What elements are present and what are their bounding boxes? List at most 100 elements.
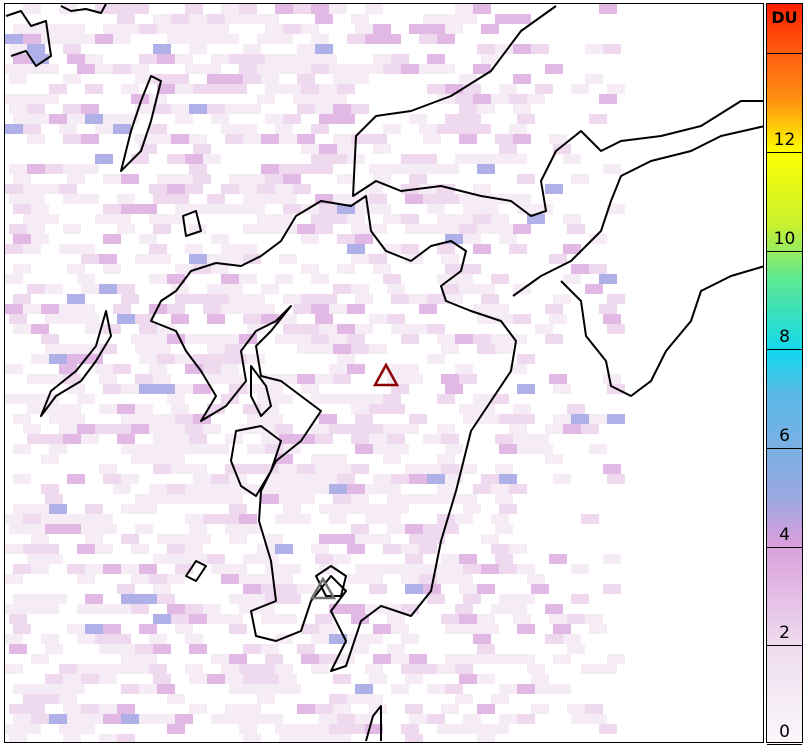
so2-cell [347,574,365,584]
so2-cell [221,394,239,404]
coastlines [5,4,763,742]
so2-cell [329,514,347,524]
so2-cell [329,694,347,704]
so2-cell [275,544,293,554]
so2-cell [157,84,175,94]
so2-cell [31,534,49,544]
so2-cell [99,254,117,264]
so2-cell [63,224,81,234]
so2-cell [247,354,265,364]
so2-cell [167,214,185,224]
so2-cell [23,304,41,314]
so2-cell [23,394,41,404]
so2-cell [211,54,229,64]
so2-cell [31,234,49,244]
so2-cell [85,84,103,94]
so2-cell [455,124,473,134]
so2-cell [333,674,351,684]
so2-cell [135,74,153,84]
so2-cell [221,184,239,194]
so2-cell [239,334,257,344]
so2-cell [167,724,185,734]
so2-cell [517,594,535,604]
so2-cell [103,264,121,274]
so2-cell [297,734,315,742]
so2-cell [9,104,27,114]
so2-cell [445,294,463,304]
so2-cell [535,204,553,214]
so2-cell [275,184,293,194]
so2-cell [297,74,315,84]
so2-cell [121,534,139,544]
so2-cell [171,194,189,204]
so2-cell [167,454,185,464]
so2-cell [427,354,445,364]
so2-cell [387,314,405,324]
so2-cell [383,214,401,224]
so2-cell [563,634,581,644]
so2-cell [59,664,77,674]
so2-cell [427,534,445,544]
so2-cell [175,534,193,544]
so2-cell [599,664,617,674]
so2-cell [409,174,427,184]
so2-cell [175,624,193,634]
so2-cell [477,284,495,294]
so2-cell [455,604,473,614]
so2-cell [31,324,49,334]
so2-cell [553,144,571,154]
so2-cell [185,244,203,254]
so2-cell [13,174,31,184]
so2-cell [139,234,157,244]
so2-cell [77,304,95,314]
so2-cell [41,544,59,554]
so2-cell [157,684,175,694]
so2-cell [275,124,293,134]
so2-cell [139,504,157,514]
so2-cell [463,264,481,274]
so2-cell [405,464,423,474]
so2-cell [243,584,261,594]
so2-cell [41,334,59,344]
so2-cell [225,14,243,24]
so2-cell [391,384,409,394]
so2-cell [409,324,427,334]
so2-cell [5,364,23,374]
so2-cell [463,594,481,604]
so2-cell [383,364,401,374]
so2-cell [207,404,225,414]
so2-cell [175,354,193,364]
so2-cell [265,24,283,34]
so2-cell [553,684,571,694]
so2-cell [311,484,329,494]
so2-cell [441,224,459,234]
so2-cell [9,224,27,234]
so2-cell [225,74,243,84]
so2-cell [571,594,589,604]
so2-cell [347,154,365,164]
so2-cell [347,724,365,734]
so2-cell [455,514,473,524]
so2-cell [481,654,499,664]
so2-cell [589,234,607,244]
so2-cell [329,634,347,644]
so2-cell [459,284,477,294]
so2-cell [229,714,247,724]
so2-cell [455,94,473,104]
so2-cell [85,594,103,604]
so2-cell [337,534,355,544]
so2-cell [437,424,455,434]
so2-cell [63,674,81,684]
so2-cell [293,64,311,74]
so2-cell [229,174,247,184]
so2-cell [571,174,589,184]
so2-cell [311,124,329,134]
so2-cell [189,674,207,684]
so2-cell [315,614,333,624]
so2-cell [221,334,239,344]
so2-cell [9,704,27,714]
so2-cell [63,104,81,114]
so2-cell [153,644,171,654]
so2-cell [149,574,167,584]
so2-cell [5,664,23,674]
